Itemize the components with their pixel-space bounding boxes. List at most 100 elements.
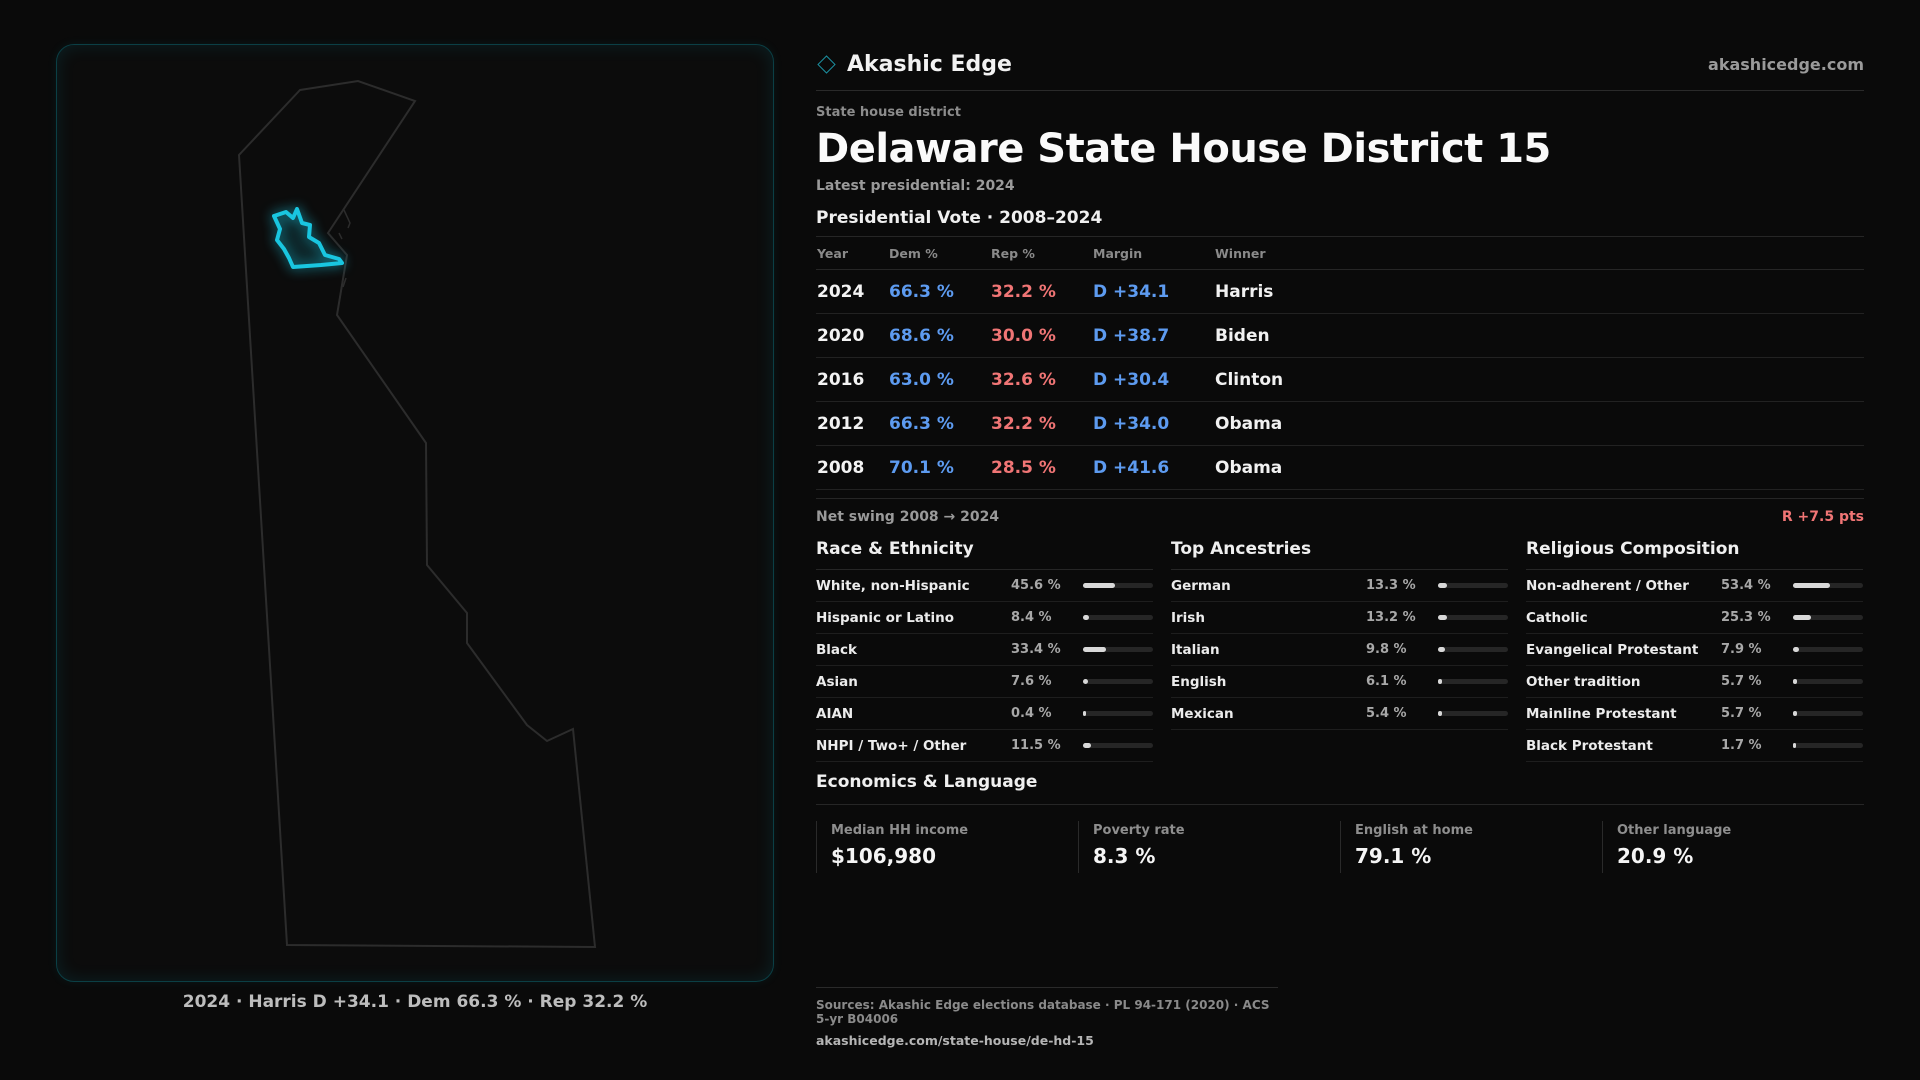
list-item: Italian 9.8 % xyxy=(1171,634,1508,666)
table-header-row: Year Dem % Rep % Margin Winner xyxy=(816,237,1864,270)
row-label: NHPI / Two+ / Other xyxy=(816,737,967,754)
list-item: Black 33.4 % xyxy=(816,634,1153,666)
cell-winner: Clinton xyxy=(1214,357,1864,402)
share-bar-track xyxy=(1793,743,1863,748)
share-bar-track xyxy=(1083,711,1153,716)
stat-other-language: Other language 20.9 % xyxy=(1602,821,1864,873)
net-swing-label: Net swing 2008 → 2024 xyxy=(816,509,1000,525)
row-label: English xyxy=(1171,673,1227,690)
list-item: Black Protestant 1.7 % xyxy=(1526,730,1863,762)
cell-dem: 68.6 % xyxy=(888,313,990,358)
cell-dem: 63.0 % xyxy=(888,357,990,402)
share-bar-track xyxy=(1793,583,1863,588)
list-item: Other tradition 5.7 % xyxy=(1526,666,1863,698)
table-row: 2008 70.1 % 28.5 % D +41.6 Obama xyxy=(816,445,1864,490)
share-bar-fill xyxy=(1083,647,1107,652)
page-subtitle: Latest presidential: 2024 xyxy=(816,178,1015,194)
page-title: Delaware State House District 15 xyxy=(816,126,1551,172)
stat-label: English at home xyxy=(1355,823,1473,838)
share-bar-fill xyxy=(1793,615,1811,620)
share-bar-track xyxy=(1793,711,1863,716)
table-row: 2016 63.0 % 32.6 % D +30.4 Clinton xyxy=(816,357,1864,402)
table-row: 2012 66.3 % 32.2 % D +34.0 Obama xyxy=(816,401,1864,446)
row-value: 11.5 % xyxy=(1011,738,1061,753)
list-item: Mainline Protestant 5.7 % xyxy=(1526,698,1863,730)
list-item: White, non-Hispanic 45.6 % xyxy=(816,570,1153,602)
row-value: 7.6 % xyxy=(1011,674,1052,689)
delaware-island-mark xyxy=(338,232,343,240)
stat-median-income: Median HH income $106,980 xyxy=(816,821,1078,873)
row-label: Irish xyxy=(1171,609,1205,626)
row-label: Evangelical Protestant xyxy=(1526,641,1699,658)
economics-stats: Median HH income $106,980 Poverty rate 8… xyxy=(816,821,1864,873)
cell-margin: D +30.4 xyxy=(1092,357,1214,402)
ancestries-card: Top Ancestries German 13.3 % Irish 13.2 … xyxy=(1171,539,1508,762)
row-value: 53.4 % xyxy=(1721,578,1771,593)
cell-dem: 66.3 % xyxy=(888,401,990,446)
row-value: 13.2 % xyxy=(1366,610,1416,625)
economics-heading: Economics & Language xyxy=(816,772,1864,805)
row-value: 1.7 % xyxy=(1721,738,1762,753)
net-swing-row: Net swing 2008 → 2024 R +7.5 pts xyxy=(816,498,1864,525)
presidential-vote-table: Year Dem % Rep % Margin Winner 2024 66.3… xyxy=(816,237,1864,490)
religion-heading: Religious Composition xyxy=(1526,539,1863,570)
cell-winner: Biden xyxy=(1214,313,1864,358)
row-value: 6.1 % xyxy=(1366,674,1407,689)
share-bar-fill xyxy=(1438,647,1445,652)
brand[interactable]: Akashic Edge xyxy=(816,52,1012,77)
row-label: Catholic xyxy=(1526,609,1588,626)
share-bar-track xyxy=(1083,583,1153,588)
share-bar-track xyxy=(1438,615,1508,620)
share-bar-track xyxy=(1083,743,1153,748)
vote-heading: Presidential Vote · 2008–2024 xyxy=(816,208,1864,237)
brand-header: Akashic Edge akashicedge.com xyxy=(816,44,1864,91)
list-item: Irish 13.2 % xyxy=(1171,602,1508,634)
row-value: 25.3 % xyxy=(1721,610,1771,625)
cell-year: 2012 xyxy=(816,401,888,446)
row-label: White, non-Hispanic xyxy=(816,577,970,594)
row-value: 8.4 % xyxy=(1011,610,1052,625)
map-panel xyxy=(56,44,774,982)
column-header-winner: Winner xyxy=(1214,237,1864,270)
row-value: 9.8 % xyxy=(1366,642,1407,657)
column-header-margin: Margin xyxy=(1092,237,1214,270)
brand-url-link[interactable]: akashicedge.com xyxy=(1708,54,1864,74)
stat-english-at-home: English at home 79.1 % xyxy=(1340,821,1602,873)
cell-rep: 32.2 % xyxy=(990,401,1092,446)
cell-rep: 28.5 % xyxy=(990,445,1092,490)
detail-panel: Akashic Edge akashicedge.com State house… xyxy=(816,44,1864,873)
table-row: 2024 66.3 % 32.2 % D +34.1 Harris xyxy=(816,269,1864,314)
religion-card: Religious Composition Non-adherent / Oth… xyxy=(1526,539,1863,762)
stat-label: Median HH income xyxy=(831,823,969,838)
district-map xyxy=(237,79,597,949)
row-label: Black Protestant xyxy=(1526,737,1653,754)
delaware-state-outline xyxy=(237,79,597,949)
share-bar-fill xyxy=(1438,679,1443,684)
cell-rep: 32.2 % xyxy=(990,269,1092,314)
row-label: Mexican xyxy=(1171,705,1234,722)
permalink[interactable]: akashicedge.com/state-house/de-hd-15 xyxy=(816,1033,1094,1048)
net-swing-value: R +7.5 pts xyxy=(1781,509,1864,525)
cell-winner: Obama xyxy=(1214,401,1864,446)
share-bar-fill xyxy=(1083,679,1089,684)
share-bar-fill xyxy=(1793,647,1799,652)
cell-year: 2020 xyxy=(816,313,888,358)
list-item: Evangelical Protestant 7.9 % xyxy=(1526,634,1863,666)
share-bar-fill xyxy=(1438,615,1448,620)
share-bar-track xyxy=(1438,583,1508,588)
delaware-island-mark xyxy=(342,277,347,288)
district-15-highlight xyxy=(272,207,344,269)
row-label: Other tradition xyxy=(1526,673,1641,690)
share-bar-track xyxy=(1438,647,1508,652)
share-bar-fill xyxy=(1083,615,1089,620)
ancestries-heading: Top Ancestries xyxy=(1171,539,1508,570)
share-bar-fill xyxy=(1793,711,1797,716)
list-item: Non-adherent / Other 53.4 % xyxy=(1526,570,1863,602)
cell-margin: D +34.1 xyxy=(1092,269,1214,314)
demographics-section: Race & Ethnicity White, non-Hispanic 45.… xyxy=(816,539,1864,762)
share-bar-fill xyxy=(1438,583,1448,588)
cell-margin: D +41.6 xyxy=(1092,445,1214,490)
row-value: 45.6 % xyxy=(1011,578,1061,593)
stat-value: 8.3 % xyxy=(1093,844,1156,868)
share-bar-fill xyxy=(1083,583,1115,588)
